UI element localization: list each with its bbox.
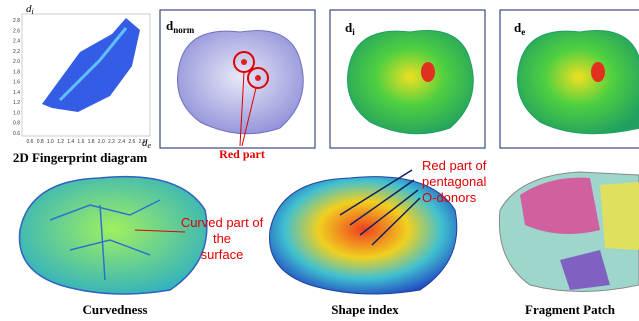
y-axis-label: di (26, 3, 34, 16)
annotation: Red part of (422, 158, 487, 173)
annotation: O-donors (422, 190, 477, 205)
x-tick-label: 1.0 (47, 139, 54, 145)
x-tick-label: 2.2 (108, 139, 115, 145)
y-tick-label: 1.8 (13, 69, 20, 75)
x-tick-label: 1.6 (77, 139, 84, 145)
y-tick-label: 2.0 (13, 59, 20, 65)
y-tick-label: 1.6 (13, 80, 20, 86)
x-tick-label: 1.2 (57, 139, 64, 145)
x-tick-label: 2.4 (118, 139, 125, 145)
surface-label: Shape index (331, 302, 399, 317)
x-tick-label: 1.8 (88, 139, 95, 145)
x-axis-label: de (142, 137, 152, 150)
y-tick-label: 2.4 (13, 39, 20, 45)
annotation: the (213, 231, 231, 246)
surface-shape-index: Shape index Red part of pentagonal O-don… (270, 158, 487, 317)
panel-de: de (500, 10, 639, 148)
surface-label: Fragment Patch (525, 302, 616, 317)
x-tick-label: 2.6 (128, 139, 135, 145)
annotation: surface (201, 247, 244, 262)
figure: 0.60.81.01.21.41.61.82.02.22.42.62.80.60… (0, 0, 639, 321)
y-tick-label: 0.8 (13, 121, 20, 127)
annotation: Curved part of (181, 215, 264, 230)
y-tick-label: 1.0 (13, 110, 20, 116)
fingerprint-title: 2D Fingerprint diagram (13, 150, 147, 165)
panel-dnorm: dnorm Red part (160, 10, 315, 161)
x-tick-label: 1.4 (67, 139, 74, 145)
y-tick-label: 0.6 (13, 131, 20, 137)
panel-di: di (330, 10, 485, 148)
annotation: Red part (219, 147, 265, 161)
y-tick-label: 1.4 (13, 90, 20, 96)
y-tick-label: 1.2 (13, 100, 20, 106)
surface-curvedness: Curvedness Curved part of the surface (20, 177, 264, 317)
y-tick-label: 2.8 (13, 18, 20, 24)
y-tick-label: 2.6 (13, 28, 20, 34)
annotation: pentagonal (422, 174, 486, 189)
fingerprint-scatter (42, 18, 140, 112)
x-tick-label: 0.6 (27, 139, 34, 145)
surface-fragment-patch: Fragment Patch (499, 172, 639, 317)
y-tick-label: 2.2 (13, 49, 20, 55)
x-tick-label: 2.0 (98, 139, 105, 145)
x-tick-label: 0.8 (37, 139, 44, 145)
surface-label: Curvedness (82, 302, 147, 317)
